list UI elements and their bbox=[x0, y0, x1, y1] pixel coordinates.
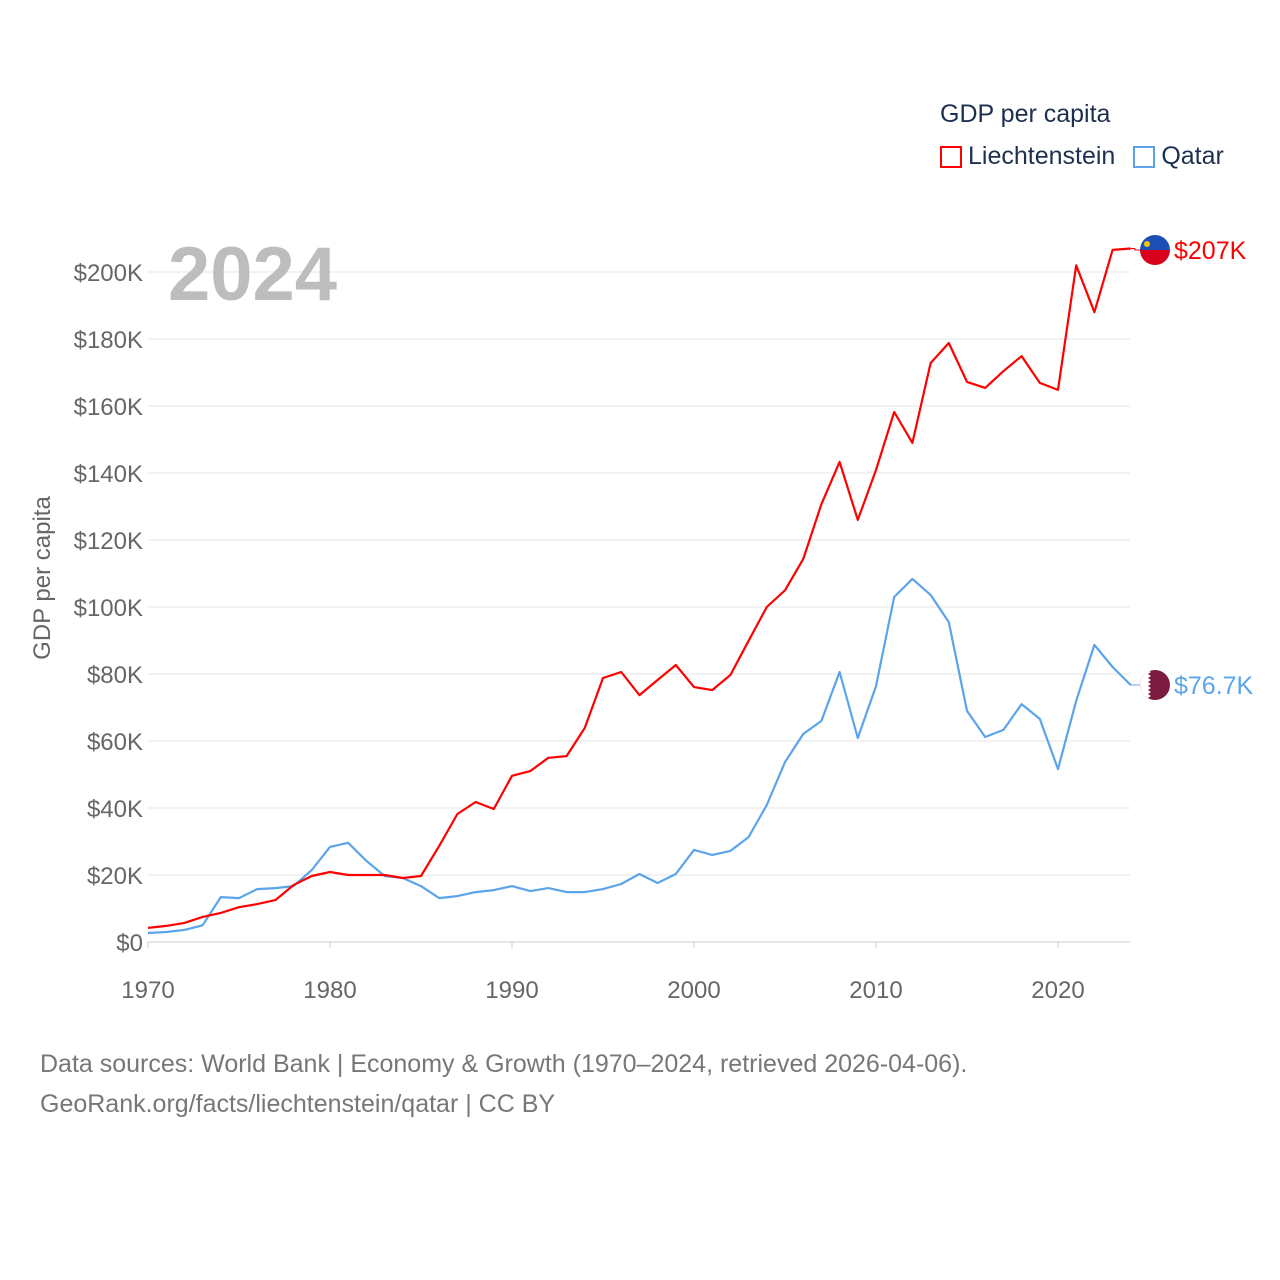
legend-swatch-liechtenstein bbox=[940, 145, 962, 168]
y-tick-label: $40K bbox=[87, 796, 143, 823]
qatar-flag-icon bbox=[1140, 670, 1170, 700]
end-label-qatar: $76.7K bbox=[1174, 672, 1254, 700]
y-tick-label: $200K bbox=[74, 260, 143, 287]
legend-swatch-qatar bbox=[1133, 145, 1156, 168]
year-label: 2024 bbox=[168, 232, 337, 317]
y-axis-label: GDP per capita bbox=[29, 496, 56, 660]
y-tick-label: $20K bbox=[87, 863, 143, 890]
y-tick-label: $180K bbox=[74, 327, 143, 354]
y-tick-label: $140K bbox=[74, 461, 143, 488]
legend-label-liechtenstein[interactable]: Liechtenstein bbox=[968, 142, 1116, 170]
y-tick-label: $0 bbox=[116, 930, 143, 957]
x-tick-label: 2000 bbox=[667, 977, 720, 1004]
footer-attribution[interactable]: GeoRank.org/facts/liechtenstein/qatar | … bbox=[40, 1090, 556, 1118]
liechtenstein-flag-icon bbox=[1140, 235, 1170, 265]
y-tick-label: $60K bbox=[87, 729, 143, 756]
x-tick-label: 2020 bbox=[1031, 977, 1084, 1004]
y-tick-label: $160K bbox=[74, 394, 143, 421]
y-tick-label: $80K bbox=[87, 662, 143, 689]
legend-label-qatar[interactable]: Qatar bbox=[1161, 142, 1224, 170]
legend: Liechtenstein Qatar bbox=[940, 142, 1224, 171]
y-tick-label: $120K bbox=[74, 528, 143, 555]
series-line-qatar[interactable] bbox=[147, 577, 1132, 935]
x-tick-label: 1990 bbox=[485, 977, 538, 1004]
footer: Data sources: World Bank | Economy & Gro… bbox=[40, 1044, 967, 1124]
footer-sources: Data sources: World Bank | Economy & Gro… bbox=[40, 1050, 968, 1078]
end-connector bbox=[1130, 248, 1140, 251]
x-tick-label: 1980 bbox=[303, 977, 356, 1004]
legend-title: GDP per capita bbox=[940, 100, 1111, 128]
series-line-liechtenstein[interactable] bbox=[147, 247, 1131, 929]
y-tick-label: $100K bbox=[74, 595, 143, 622]
end-label-liechtenstein: $207K bbox=[1174, 237, 1247, 265]
x-tick-label: 2010 bbox=[849, 977, 902, 1004]
x-tick-label: 1970 bbox=[121, 977, 174, 1004]
